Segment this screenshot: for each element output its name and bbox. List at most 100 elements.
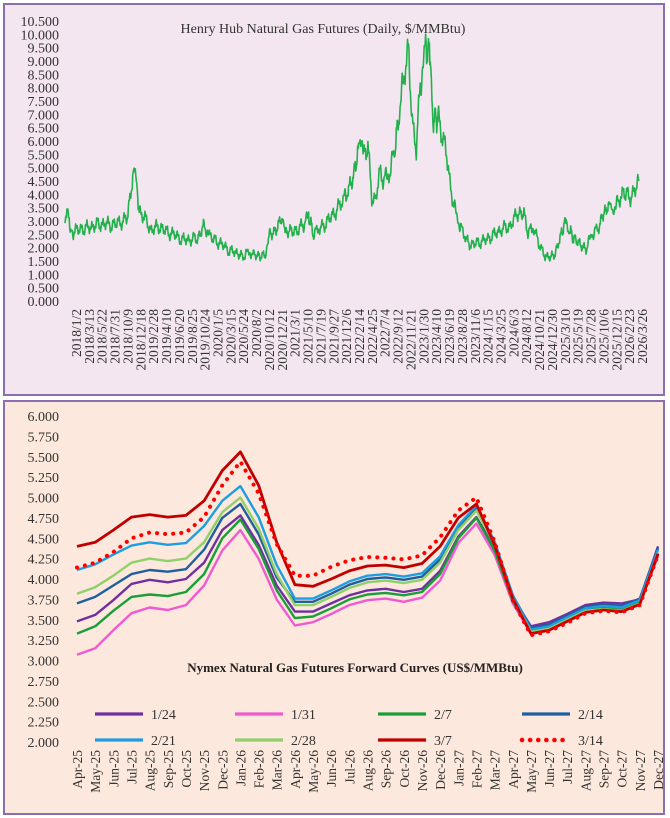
y-tick-label: 2.000 <box>28 736 60 751</box>
x-tick-label: 2025/3/10 <box>558 309 573 364</box>
y-tick-label: 0.000 <box>28 295 60 310</box>
x-tick-label: Mar-26 <box>270 750 285 790</box>
chart-title: Henry Hub Natural Gas Futures (Daily, $/… <box>181 22 466 37</box>
x-tick-label: 2022/7/4 <box>378 309 393 357</box>
forward-curves-chart-panel: Nymex Natural Gas Futures Forward Curves… <box>3 400 667 815</box>
y-tick-label: 4.000 <box>28 188 60 203</box>
henry-hub-chart-panel: Henry Hub Natural Gas Futures (Daily, $/… <box>3 3 665 396</box>
y-tick-label: 5.750 <box>28 430 60 445</box>
x-tick-label: Mar-27 <box>488 750 503 790</box>
x-tick-label: Jun-27 <box>542 750 557 787</box>
y-tick-label: 6.500 <box>28 122 60 137</box>
x-tick-label: 2023/1/30 <box>416 309 431 364</box>
x-tick-label: 2025/5/19 <box>571 309 586 364</box>
y-tick-label: 5.500 <box>28 451 60 466</box>
y-tick-label: 2.500 <box>28 228 60 243</box>
x-tick-label: Apr-25 <box>70 750 85 789</box>
x-tick-label: Feb-26 <box>252 750 267 788</box>
x-tick-label: Oct-25 <box>179 750 194 788</box>
x-tick-label: Dec-25 <box>215 750 230 790</box>
legend-label: 1/24 <box>151 708 176 723</box>
x-tick-label: 2023/8/28 <box>455 309 470 364</box>
x-tick-label: 2022/11/21 <box>403 309 418 370</box>
y-tick-label: 3.750 <box>28 593 60 608</box>
x-tick-label: 2023/4/10 <box>429 309 444 364</box>
x-tick-label: 2020/3/15 <box>223 309 238 364</box>
forward-curve-line <box>76 514 660 628</box>
price-series-line <box>64 33 640 262</box>
x-tick-label: Jan-27 <box>451 750 466 786</box>
x-tick-label: 2019/2/28 <box>146 309 161 364</box>
y-tick-label: 6.000 <box>28 135 60 150</box>
x-tick-label: Dec-27 <box>651 750 666 790</box>
x-tick-label: 2021/5/10 <box>301 309 316 364</box>
x-tick-label: 2018/12/18 <box>133 309 148 371</box>
legend-label: 3/7 <box>434 734 452 749</box>
x-tick-label: Jul-25 <box>124 750 139 784</box>
y-tick-label: 2.000 <box>28 242 60 257</box>
legend-label: 1/31 <box>291 708 316 723</box>
y-tick-label: 9.500 <box>28 42 60 57</box>
x-tick-label: 2022/9/12 <box>391 309 406 364</box>
y-tick-label: 0.500 <box>28 282 60 297</box>
y-tick-label: 6.000 <box>28 410 60 425</box>
x-tick-label: Oct-26 <box>397 750 412 788</box>
x-tick-label: Aug-25 <box>143 750 158 791</box>
x-tick-label: 2026/2/23 <box>622 309 637 364</box>
legend-label: 2/28 <box>291 734 316 749</box>
x-tick-label: 2024/3/25 <box>494 309 509 364</box>
x-tick-label: Jul-27 <box>560 750 575 784</box>
legend-label: 2/14 <box>578 708 603 723</box>
legend-label: 2/21 <box>151 734 176 749</box>
legend-label: 3/14 <box>578 734 603 749</box>
x-tick-label: Jun-26 <box>324 750 339 787</box>
x-tick-label: Jan-26 <box>233 750 248 786</box>
y-tick-label: 1.000 <box>28 268 60 283</box>
x-tick-label: Feb-27 <box>469 750 484 788</box>
x-tick-label: 2018/7/31 <box>108 309 123 364</box>
x-tick-label: May-27 <box>524 750 539 793</box>
x-tick-label: 2025/10/6 <box>596 309 611 364</box>
y-tick-label: 2.500 <box>28 695 60 710</box>
y-tick-label: 1.500 <box>28 255 60 270</box>
x-tick-label: 2018/3/13 <box>82 309 97 364</box>
x-tick-label: Jun-25 <box>106 750 121 787</box>
x-tick-label: Apr-27 <box>506 750 521 789</box>
x-tick-label: 2024/10/21 <box>532 309 547 371</box>
y-tick-label: 3.500 <box>28 614 60 629</box>
y-tick-label: 7.500 <box>28 95 60 110</box>
x-tick-label: 2024/6/3 <box>506 309 521 357</box>
x-tick-label: Sep-27 <box>597 750 612 788</box>
x-tick-label: Sep-25 <box>161 750 176 788</box>
y-tick-label: 8.000 <box>28 82 60 97</box>
forward-curve-line <box>76 484 660 631</box>
x-tick-label: Aug-27 <box>578 750 593 791</box>
x-tick-label: Aug-26 <box>361 750 376 791</box>
x-tick-label: Apr-26 <box>288 750 303 789</box>
chart-title: Nymex Natural Gas Futures Forward Curves… <box>187 660 523 675</box>
y-tick-label: 9.000 <box>28 55 60 70</box>
x-tick-label: 2019/10/24 <box>198 309 213 371</box>
y-tick-label: 2.250 <box>28 716 60 731</box>
x-tick-label: 2024/8/12 <box>519 309 534 364</box>
y-tick-label: 4.000 <box>28 573 60 588</box>
x-tick-label: May-25 <box>88 750 103 793</box>
legend-label: 2/7 <box>434 708 452 723</box>
y-tick-label: 3.000 <box>28 655 60 670</box>
y-tick-label: 5.500 <box>28 148 60 163</box>
x-tick-label: Dec-26 <box>433 750 448 790</box>
henry-hub-chart: Henry Hub Natural Gas Futures (Daily, $/… <box>21 15 651 371</box>
x-tick-label: 2021/9/27 <box>326 309 341 364</box>
y-tick-label: 5.000 <box>28 492 60 507</box>
y-tick-label: 8.500 <box>28 68 60 83</box>
x-tick-label: 2020/12/21 <box>275 309 290 371</box>
forward-curves-chart: Nymex Natural Gas Futures Forward Curves… <box>28 410 667 793</box>
x-tick-label: 2018/1/2 <box>69 309 84 357</box>
x-tick-label: 2022/4/25 <box>365 309 380 364</box>
y-tick-label: 4.500 <box>28 532 60 547</box>
y-tick-label: 3.250 <box>28 634 60 649</box>
x-tick-label: Nov-27 <box>633 750 648 791</box>
y-tick-label: 3.500 <box>28 202 60 217</box>
y-tick-label: 5.250 <box>28 471 60 486</box>
x-tick-label: 2023/11/6 <box>468 309 483 364</box>
